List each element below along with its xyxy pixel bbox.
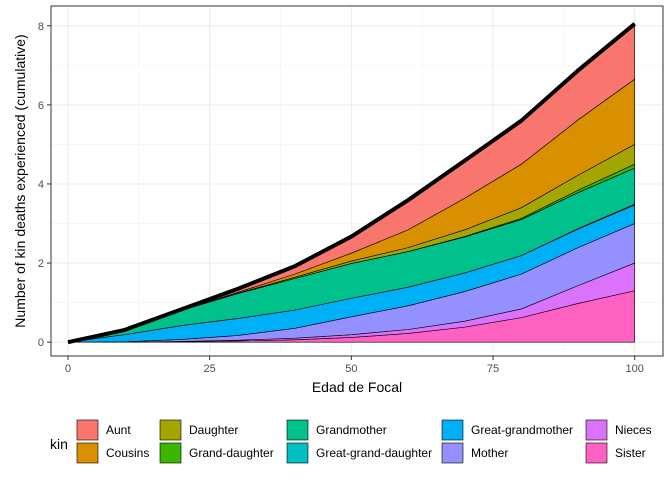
legend-label: Sister [615,446,646,460]
legend-label: Cousins [106,446,149,460]
legend-label: Great-grand-daughter [316,446,432,460]
y-axis: 0 2 4 6 8 [38,21,51,349]
legend-label: Aunt [106,423,131,437]
x-tick-label: 100 [625,363,643,375]
x-axis-title: Edad de Focal [312,379,402,395]
legend-key [286,442,309,464]
y-tick-label: 6 [38,100,44,112]
x-tick-label: 0 [65,363,71,375]
y-tick-label: 2 [38,258,44,270]
legend-title: kin [50,436,68,452]
legend-label: Grandmother [316,423,387,437]
legend-key [76,442,99,464]
legend-label: Daughter [189,423,238,437]
legend-key [159,419,182,441]
total-line [67,22,636,345]
legend-label: Mother [471,446,508,460]
x-tick-label: 75 [487,363,499,375]
legend-label: Grand-daughter [189,446,274,460]
legend-key [286,419,309,441]
legend-label: Nieces [615,423,652,437]
x-tick-label: 25 [204,363,216,375]
y-tick-label: 0 [38,337,44,349]
y-tick-label: 4 [38,179,44,191]
plot-border [50,5,664,357]
legend-key [159,442,182,464]
legend-key [585,419,608,441]
stacked-areas [67,23,635,343]
x-tick-label: 50 [345,363,357,375]
plot-panel [50,5,664,357]
y-tick-label: 8 [38,21,44,33]
legend-key [441,442,464,464]
legend-label: Great-grandmother [471,423,573,437]
legend: kin Aunt Cousins Daughter Grand-daughter Gra… [50,419,652,464]
legend-key [76,419,99,441]
legend-key [441,419,464,441]
legend-key [585,442,608,464]
y-axis-title: Number of kin deaths experienced (cumula… [12,34,28,327]
x-axis: 0 25 50 75 100 [65,356,644,375]
